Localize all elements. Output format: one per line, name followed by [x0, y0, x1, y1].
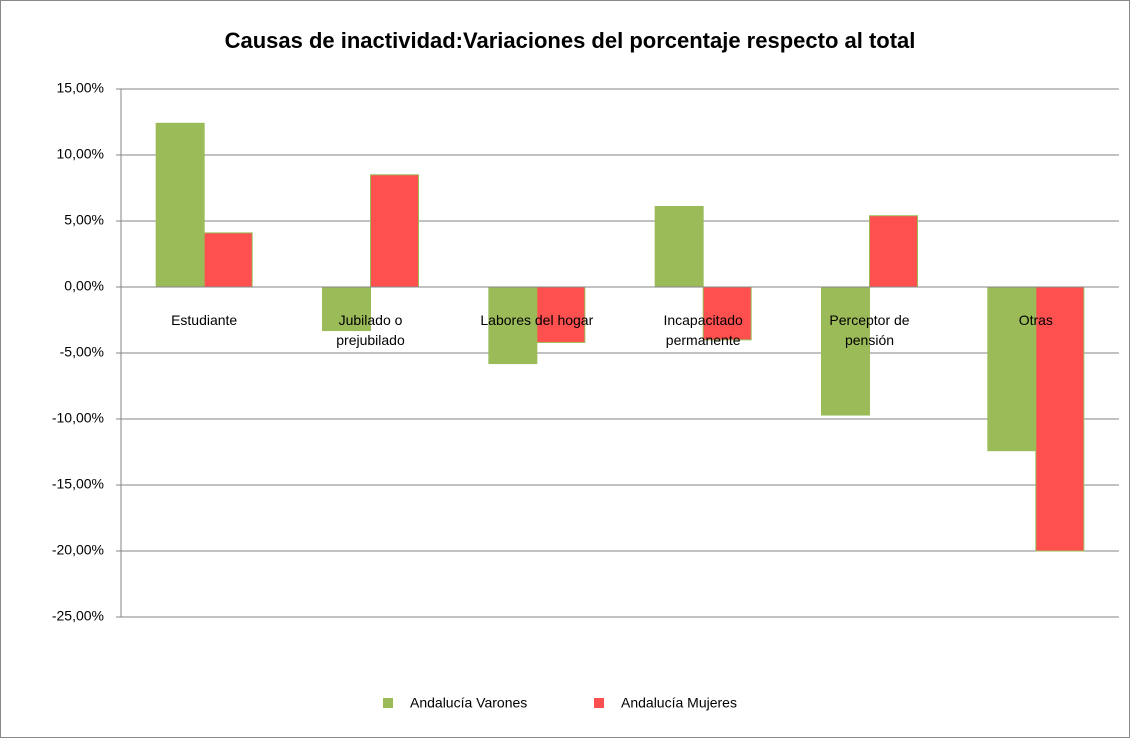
x-tick-label: Incapacitado permanente [663, 312, 743, 348]
x-tick-label: Perceptor de pensión [829, 312, 910, 348]
y-tick-label: 0,00% [64, 278, 104, 294]
y-tick-label: -20,00% [52, 542, 104, 558]
bar [987, 286, 1037, 452]
bar [488, 286, 538, 365]
x-tick-label: Jubilado o prejubilado [336, 312, 405, 348]
bar [702, 286, 752, 341]
y-tick-label: -15,00% [52, 476, 104, 492]
bar [203, 232, 253, 288]
chart-title: Causas de inactividad:Variaciones del po… [225, 28, 916, 53]
x-tick-label: Labores del hogar [480, 312, 594, 328]
legend-label: Andalucía Varones [410, 695, 527, 711]
bar [536, 286, 586, 343]
legend-swatch [594, 698, 604, 708]
y-tick-label: 15,00% [57, 80, 104, 96]
legend-swatch [383, 698, 393, 708]
bar [155, 122, 205, 288]
y-tick-label: -5,00% [60, 344, 104, 360]
legend-label: Andalucía Mujeres [621, 695, 737, 711]
x-tick-label: Otras [1018, 312, 1053, 328]
y-tick-label: -10,00% [52, 410, 104, 426]
bar [869, 215, 918, 288]
bar [1035, 286, 1085, 552]
y-tick-label: -25,00% [52, 608, 104, 624]
bar [654, 205, 704, 288]
bar [370, 174, 419, 288]
bar [821, 286, 870, 416]
y-tick-label: 10,00% [57, 146, 104, 162]
y-tick-label: 5,00% [64, 212, 104, 228]
x-tick-label: Estudiante [171, 312, 238, 328]
